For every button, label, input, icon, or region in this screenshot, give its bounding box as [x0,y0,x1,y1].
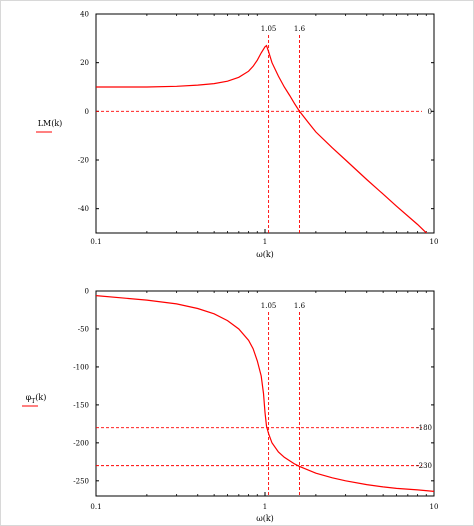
y-tick-label: -50 [78,325,89,333]
series-line [96,44,428,233]
y-tick-label: -250 [73,477,89,485]
x-axis-label: ω(k) [256,250,274,259]
x-tick-label: 0.1 [90,238,101,246]
marker-hline-label: -230 [416,462,432,470]
x-tick-label: 10 [430,503,439,511]
y-tick-label: -150 [73,401,89,409]
y-tick-label: 0 [85,108,89,116]
x-tick-label: 0.1 [90,503,101,511]
y-axis-label: φT(k) [26,393,47,405]
y-tick-label: -100 [73,363,89,371]
marker-vline-label: 1.05 [261,25,277,33]
x-axis-label: ω(k) [256,514,274,523]
chart-1: 40 20 0 -20 -40 0.1 1 10 1.05 1.6 0 ω(k) LM(k) [36,11,439,259]
x-tick-label: 1 [263,503,267,511]
y-tick-label: 40 [80,11,89,19]
y-tick-label: 20 [80,59,89,67]
y-tick-label: -40 [78,205,89,213]
x-tick-label: 1 [263,238,267,246]
y-tick-label: -200 [73,439,89,447]
y-tick-label: -20 [78,157,89,165]
marker-vline-label: 1.6 [294,302,306,310]
marker-vline-label: 1.05 [261,302,277,310]
y-tick-label: 0 [85,288,89,296]
x-tick-label: 10 [430,238,439,246]
marker-vline-label: 1.6 [294,25,306,33]
y-axis-label: LM(k) [38,119,63,128]
chart-2: 0 -50 -100 -150 -200 -250 0.1 1 10 1.05 1.6 -180 -23… [22,288,439,523]
marker-hline-label: 0 [428,108,432,116]
series-line [96,295,434,492]
marker-hline-label: -180 [416,424,432,432]
